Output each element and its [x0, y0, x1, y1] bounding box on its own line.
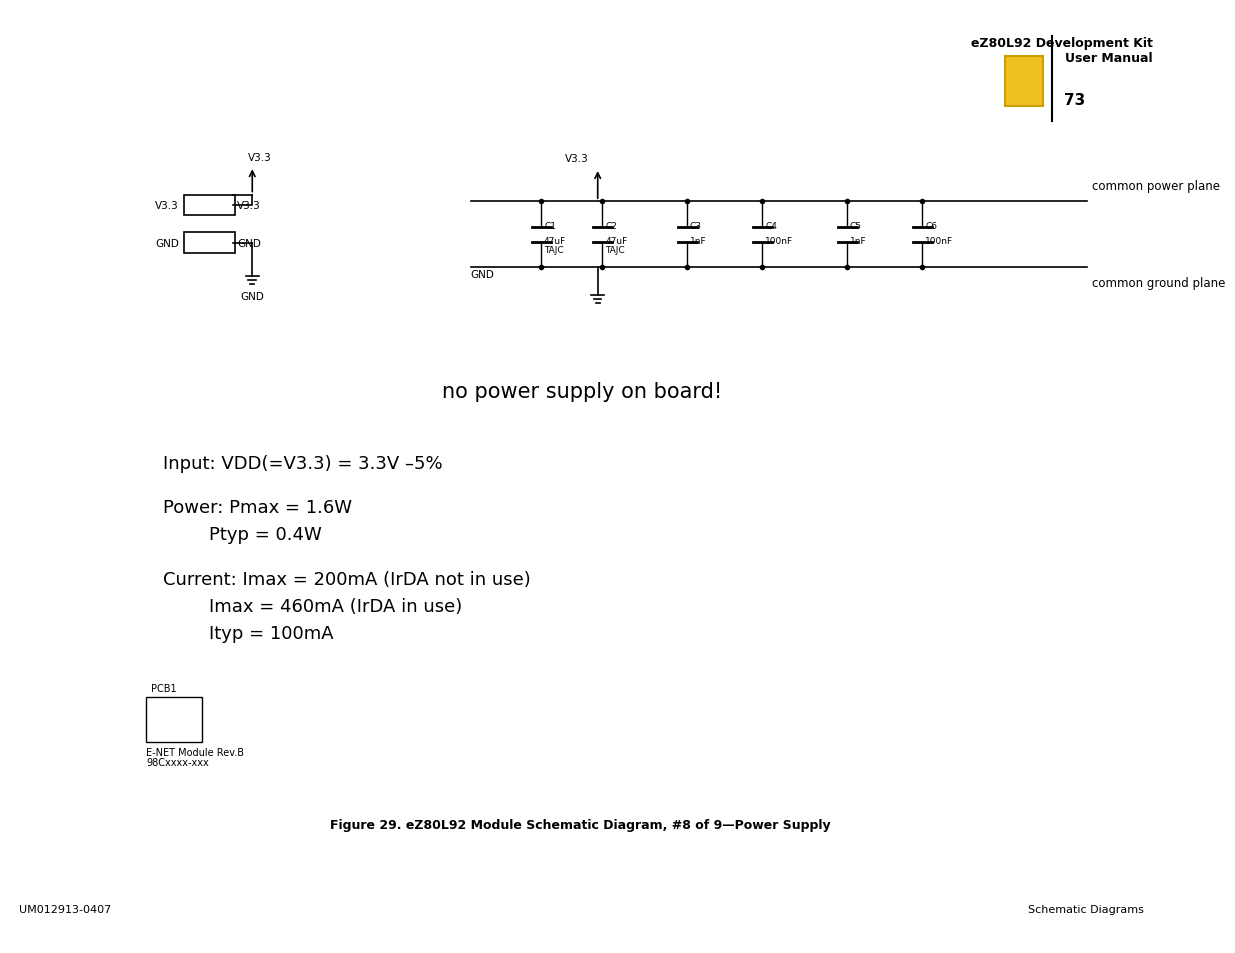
Text: C6: C6 — [925, 222, 937, 231]
Text: PCB1: PCB1 — [151, 683, 177, 694]
Text: V3.3: V3.3 — [156, 201, 179, 211]
Text: V3.3: V3.3 — [564, 154, 588, 164]
Text: 1nF: 1nF — [690, 236, 706, 246]
Text: Figure 29. eZ80L92 Module Schematic Diagram, #8 of 9—Power Supply: Figure 29. eZ80L92 Module Schematic Diag… — [331, 818, 831, 831]
Bar — [146, 698, 203, 742]
Bar — [184, 233, 236, 253]
Text: Power: Pmax = 1.6W: Power: Pmax = 1.6W — [163, 499, 352, 517]
Text: V3.3: V3.3 — [237, 201, 261, 211]
Text: GND: GND — [154, 238, 179, 249]
Text: E-NET Module Rev.B: E-NET Module Rev.B — [146, 747, 243, 758]
Text: TAJC: TAJC — [605, 246, 625, 255]
Text: V3.3: V3.3 — [247, 153, 272, 163]
Text: GND: GND — [241, 292, 264, 301]
Text: 1nF: 1nF — [850, 236, 867, 246]
Bar — [184, 195, 236, 216]
Text: Current: Imax = 200mA (IrDA not in use): Current: Imax = 200mA (IrDA not in use) — [163, 571, 531, 589]
Text: Imax = 460mA (IrDA in use): Imax = 460mA (IrDA in use) — [163, 598, 462, 616]
Text: C3: C3 — [690, 222, 701, 231]
Text: 98Cxxxx-xxx: 98Cxxxx-xxx — [146, 758, 209, 767]
Text: Ityp = 100mA: Ityp = 100mA — [163, 624, 333, 642]
Text: Schematic Diagrams: Schematic Diagrams — [1028, 903, 1144, 914]
Text: UM012913-0407: UM012913-0407 — [19, 903, 111, 914]
Text: C2: C2 — [605, 222, 618, 231]
Text: 73: 73 — [1063, 92, 1084, 108]
Text: 100nF: 100nF — [766, 236, 793, 246]
Text: Ptyp = 0.4W: Ptyp = 0.4W — [163, 526, 321, 544]
Text: C4: C4 — [766, 222, 777, 231]
Text: eZ80L92 Development Kit: eZ80L92 Development Kit — [971, 37, 1153, 51]
Text: 47uF: 47uF — [605, 236, 627, 246]
Text: TAJC: TAJC — [545, 246, 563, 255]
Text: GND: GND — [237, 238, 261, 249]
Text: GND: GND — [471, 270, 494, 279]
Text: C5: C5 — [850, 222, 862, 231]
Text: common ground plane: common ground plane — [1092, 277, 1225, 290]
Text: Z: Z — [1009, 61, 1039, 103]
Text: Input: VDD(=V3.3) = 3.3V –5%: Input: VDD(=V3.3) = 3.3V –5% — [163, 454, 442, 472]
Text: no power supply on board!: no power supply on board! — [442, 381, 722, 401]
Text: 47uF: 47uF — [545, 236, 567, 246]
Text: User Manual: User Manual — [1066, 52, 1153, 66]
Text: 100nF: 100nF — [925, 236, 953, 246]
Text: common power plane: common power plane — [1092, 179, 1220, 193]
Text: C1: C1 — [545, 222, 556, 231]
